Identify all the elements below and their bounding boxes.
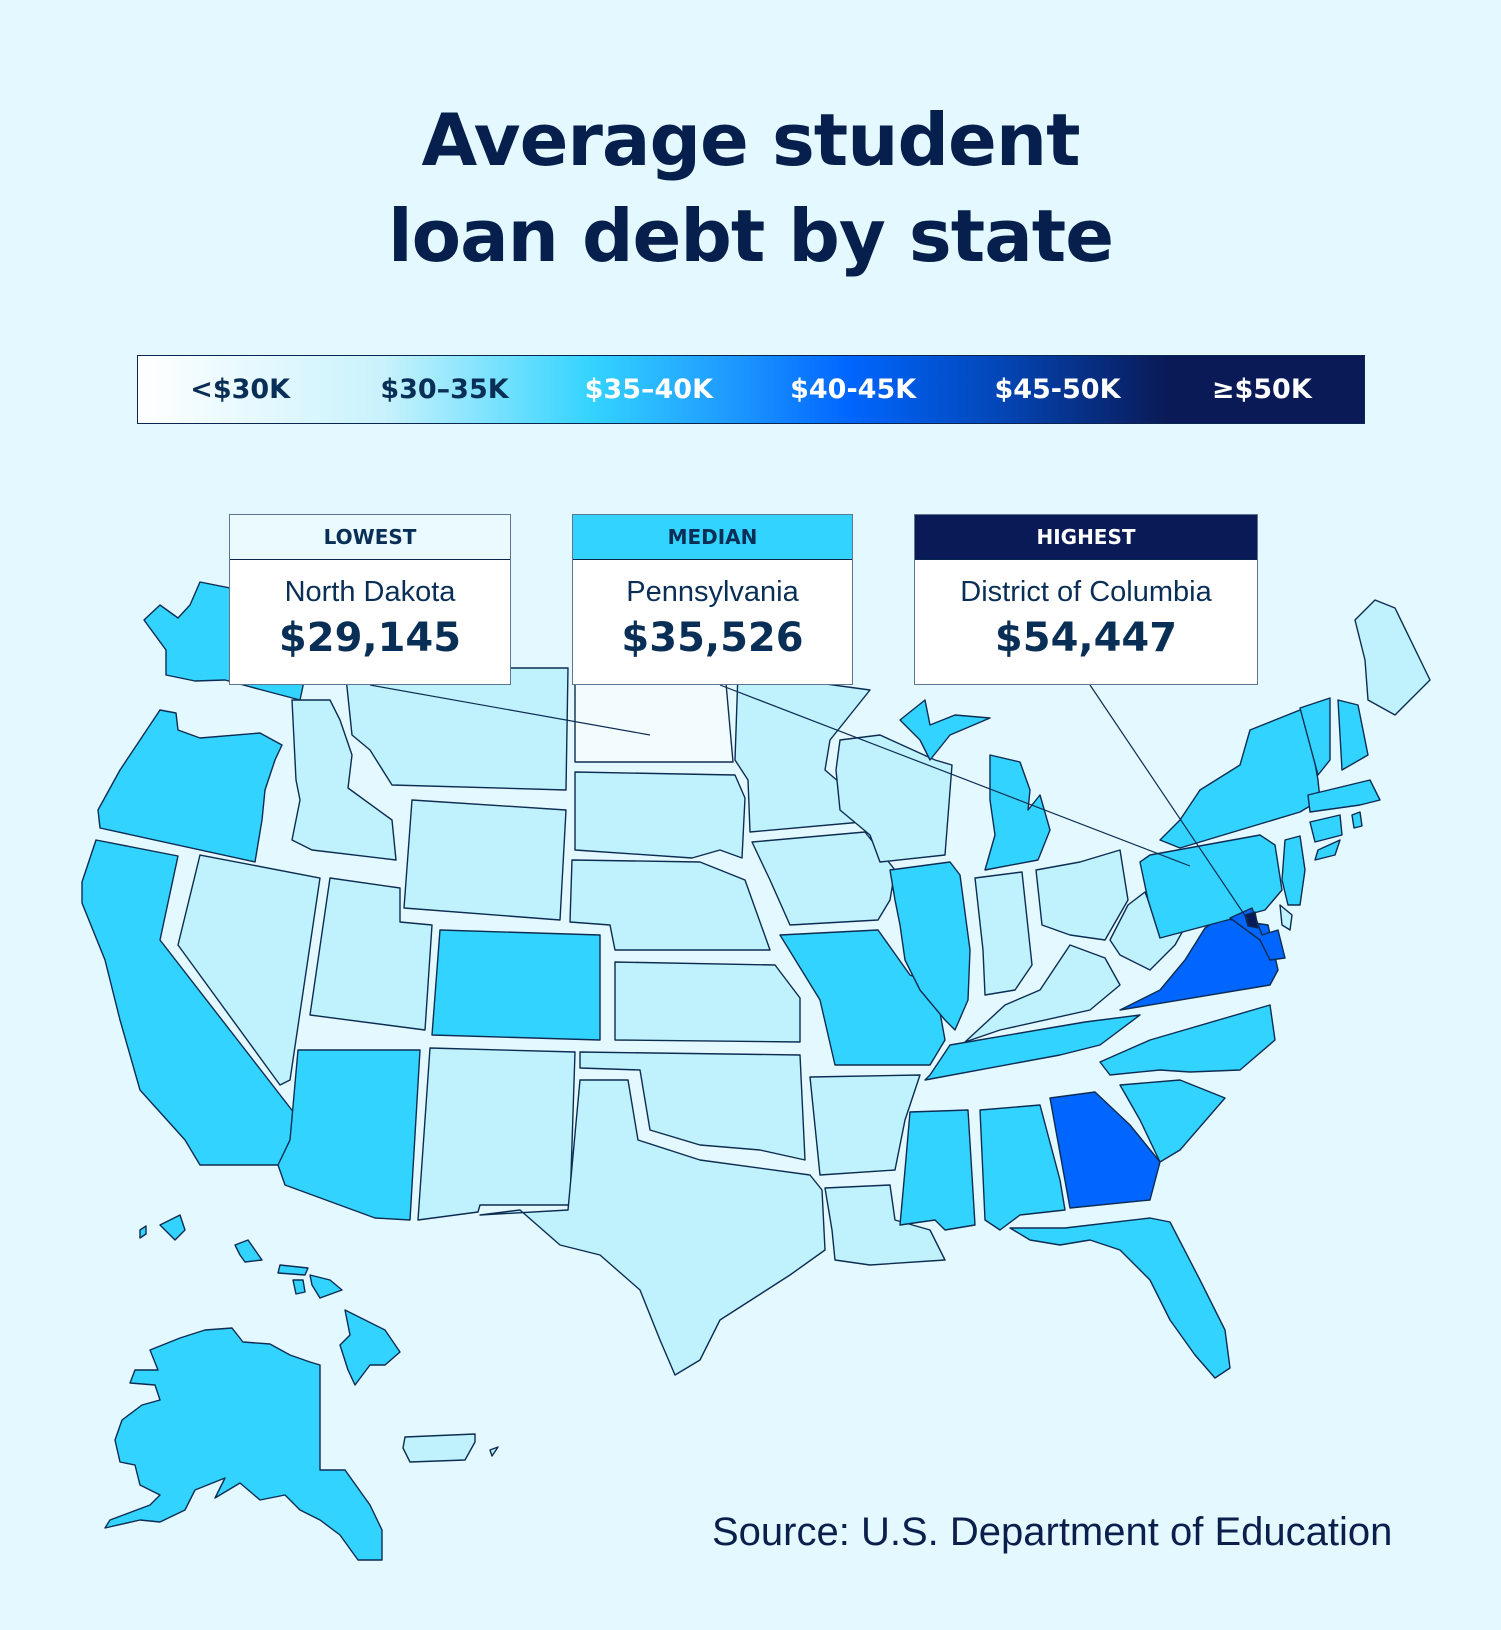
- callout-median-header: MEDIAN: [573, 515, 852, 560]
- state-ia: [751, 831, 896, 926]
- callout-highest-header: HIGHEST: [915, 515, 1257, 560]
- legend-item-35-40: $35–40K: [584, 374, 713, 405]
- state-ar: [809, 1074, 921, 1176]
- callout-lowest-value: $29,145: [278, 615, 462, 661]
- state-oh: [1035, 849, 1129, 941]
- state-dc: [1244, 911, 1259, 929]
- legend-item-ge50: ≥$50K: [1211, 374, 1312, 405]
- state-fl: [1009, 1217, 1231, 1379]
- legend-item-45-50: $45-50K: [994, 374, 1121, 405]
- state-nh: [1337, 699, 1369, 771]
- state-ri: [1351, 811, 1363, 829]
- state-ak: [104, 1327, 383, 1561]
- callout-median-value: $35,526: [621, 615, 804, 661]
- state-or: [97, 709, 283, 863]
- state-hi-3: [277, 1264, 343, 1299]
- state-vt: [1299, 697, 1331, 776]
- callout-highest: HIGHEST District of Columbia $54,447: [914, 514, 1258, 685]
- state-wi: [835, 734, 953, 863]
- state-ky: [964, 944, 1121, 1043]
- state-wy: [403, 799, 567, 921]
- state-hi-big: [339, 1309, 401, 1386]
- state-sc: [1119, 1079, 1226, 1163]
- state-nc: [1099, 1004, 1276, 1076]
- source-note: Source: U.S. Department of Education: [712, 1510, 1393, 1554]
- state-co: [431, 929, 601, 1041]
- state-il: [889, 861, 971, 1031]
- callout-highest-state: District of Columbia: [960, 576, 1212, 608]
- state-hi-2: [234, 1239, 263, 1263]
- callout-median: MEDIAN Pennsylvania $35,526: [572, 514, 853, 685]
- state-ms: [899, 1109, 976, 1231]
- state-me: [1354, 599, 1431, 716]
- state-ny: [1159, 707, 1321, 849]
- color-legend: <$30K $30–35K $35–40K $40-45K $45-50K ≥$…: [137, 355, 1365, 424]
- state-ks: [614, 961, 801, 1043]
- title-line-2: loan debt by state: [387, 194, 1114, 278]
- state-pa: [1139, 834, 1283, 939]
- callout-highest-value: $54,447: [994, 615, 1178, 661]
- state-ok: [579, 1051, 806, 1161]
- page-title: Average student loan debt by state: [0, 92, 1501, 284]
- state-ct: [1309, 814, 1343, 843]
- state-mo: [779, 929, 946, 1066]
- callout-lowest-state: North Dakota: [284, 576, 456, 608]
- state-nv: [177, 854, 321, 1086]
- callout-lowest: LOWEST North Dakota $29,145: [229, 514, 511, 685]
- callout-median-state: Pennsylvania: [626, 576, 799, 608]
- callout-lowest-header: LOWEST: [230, 515, 510, 560]
- state-pr: [402, 1433, 499, 1463]
- state-mt: [344, 667, 569, 791]
- state-in: [974, 871, 1033, 996]
- state-tn: [924, 1014, 1141, 1081]
- state-de: [1279, 904, 1293, 931]
- state-ga: [1049, 1091, 1161, 1209]
- state-id: [291, 699, 397, 861]
- state-tx: [479, 1079, 826, 1376]
- state-ne: [569, 859, 771, 951]
- legend-item-lt30: <$30K: [190, 374, 291, 405]
- title-line-1: Average student: [421, 98, 1080, 182]
- state-nj: [1281, 835, 1306, 906]
- state-sd: [574, 771, 746, 859]
- state-la: [824, 1184, 946, 1266]
- state-ut: [309, 877, 433, 1031]
- legend-item-40-45: $40-45K: [790, 374, 917, 405]
- state-ca: [81, 839, 299, 1166]
- state-ma: [1307, 779, 1381, 813]
- state-mi: [899, 699, 1051, 871]
- state-az: [277, 1049, 421, 1221]
- state-li: [1314, 839, 1341, 861]
- state-nm: [417, 1047, 576, 1221]
- legend-item-30-35: $30–35K: [380, 374, 509, 405]
- state-al: [979, 1104, 1066, 1231]
- state-hi-1: [139, 1214, 186, 1241]
